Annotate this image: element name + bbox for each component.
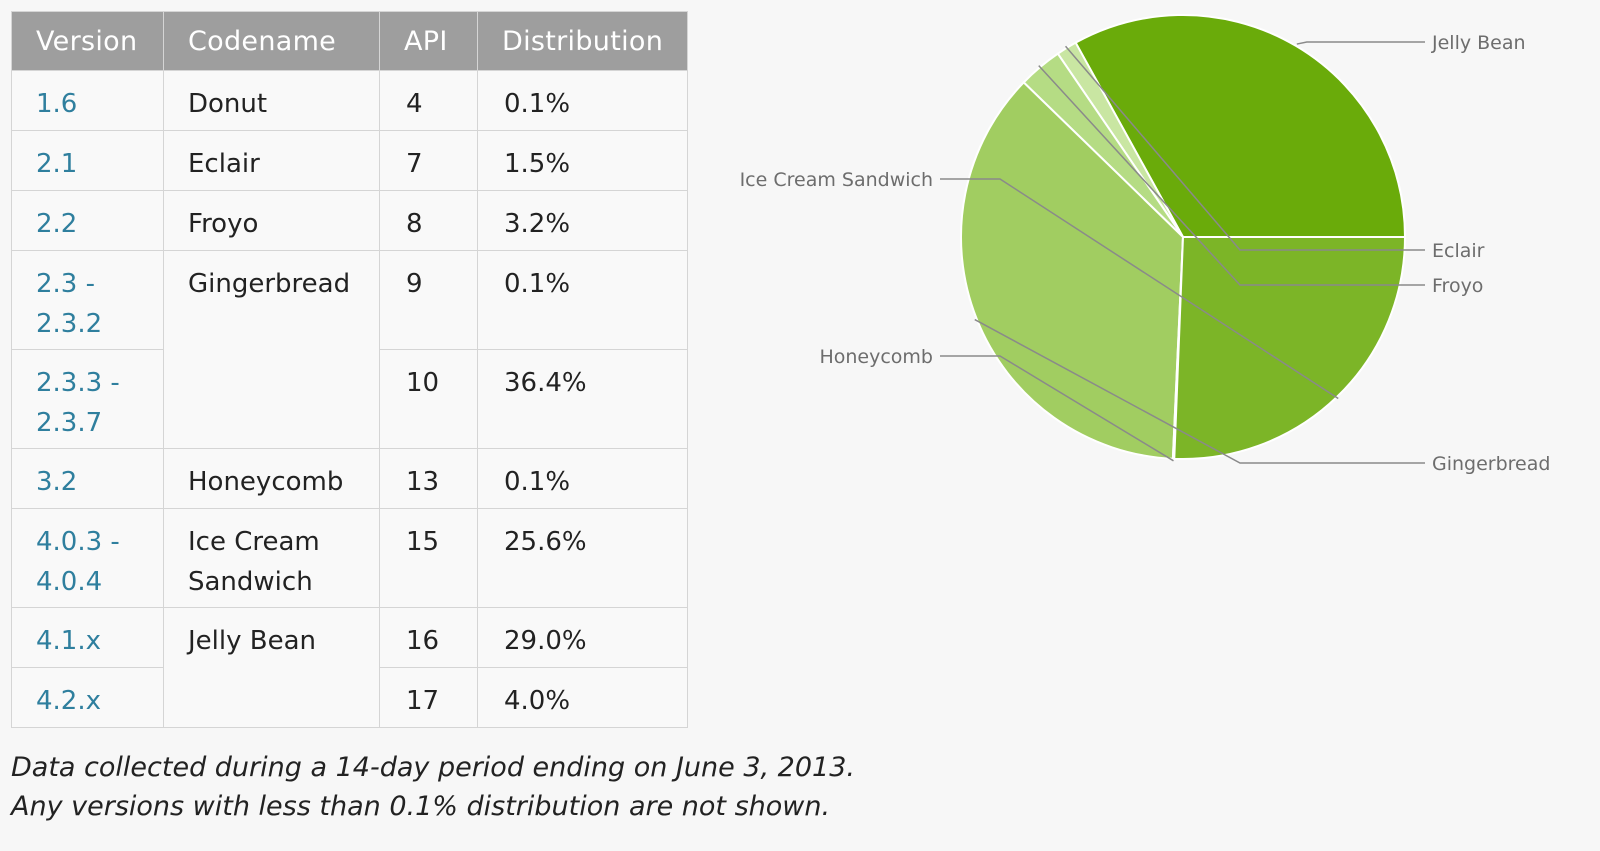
table-row: 1.6 Donut 4 0.1%	[11, 70, 688, 131]
table-row: 2.2 Froyo 8 3.2%	[11, 190, 688, 251]
table-row: 4.1.x Jelly Bean 16 29.0%	[11, 607, 688, 728]
pie-label-honeycomb: Honeycomb	[819, 346, 933, 368]
codename-cell: Honeycomb	[163, 448, 380, 509]
version-cell: 4.2.x	[11, 667, 164, 728]
footnote-line-1: Data collected during a 14-day period en…	[11, 752, 855, 783]
version-cell: 2.1	[11, 130, 164, 191]
table-row: 4.0.3 - 4.0.4 Ice Cream Sandwich 15 25.6…	[11, 508, 688, 608]
table-header-row: Version Codename API Distribution	[11, 11, 688, 71]
leader-line	[1064, 45, 1425, 251]
distribution-cell: 25.6%	[477, 508, 688, 608]
codename-cell: Gingerbread	[163, 250, 380, 449]
distribution-cell: 0.1%	[477, 448, 688, 509]
pie-slices	[960, 14, 1407, 460]
table-row: 4.2.x 17 4.0%	[11, 667, 688, 728]
table-row: 2.3.3 - 2.3.7 10 36.4%	[11, 349, 688, 449]
header-version: Version	[11, 11, 164, 71]
distribution-cell: 1.5%	[477, 130, 688, 191]
api-cell: 13	[379, 448, 478, 509]
pie-slice-ice-cream-sandwich	[1173, 236, 1407, 460]
pie-labels: Jelly Bean Eclair Froyo Gingerbread Honeycom…	[740, 32, 1551, 475]
codename-cell: Donut	[163, 70, 380, 131]
pie-leader-lines	[940, 41, 1425, 464]
version-cell: 2.3 - 2.3.2	[11, 250, 164, 350]
table-row: 2.1 Eclair 7 1.5%	[11, 130, 688, 191]
distribution-table: Version Codename API Distribution 1.6 Do…	[11, 11, 688, 728]
leader-line	[940, 178, 1339, 400]
footnote-line-2: Any versions with less than 0.1% distrib…	[11, 791, 831, 822]
version-cell: 2.3.3 - 2.3.7	[11, 349, 164, 449]
codename-cell: Eclair	[163, 130, 380, 191]
distribution-cell: 36.4%	[477, 349, 688, 449]
pie-slice-jelly-bean	[1074, 14, 1407, 238]
leader-line	[1038, 65, 1425, 286]
api-cell: 17	[379, 667, 478, 728]
distribution-cell: 0.1%	[477, 70, 688, 131]
pie-label-jelly-bean: Jelly Bean	[1431, 32, 1526, 54]
header-codename: Codename	[163, 11, 380, 71]
table-row: 2.3 - 2.3.2 Gingerbread 9 0.1%	[11, 250, 688, 449]
api-cell: 15	[379, 508, 478, 608]
pie-slice-gingerbread	[960, 80, 1185, 460]
pie-label-froyo: Froyo	[1432, 275, 1483, 297]
table-row: 3.2 Honeycomb 13 0.1%	[11, 448, 688, 509]
distribution-cell: 3.2%	[477, 190, 688, 251]
pie-label-ice-cream-sandwich: Ice Cream Sandwich	[740, 169, 933, 191]
leader-line	[940, 355, 1174, 462]
codename-cell: Ice Cream Sandwich	[163, 508, 380, 608]
distribution-cell: 4.0%	[477, 667, 688, 728]
codename-cell: Jelly Bean	[163, 607, 380, 728]
header-api: API	[379, 11, 478, 71]
footnote: Data collected during a 14-day period en…	[11, 748, 855, 826]
pie-label-eclair: Eclair	[1432, 240, 1485, 262]
version-cell: 2.2	[11, 190, 164, 251]
leader-line	[974, 318, 1425, 464]
distribution-cell: 29.0%	[477, 607, 688, 668]
pie-label-gingerbread: Gingerbread	[1432, 453, 1550, 475]
leader-line	[1296, 41, 1425, 45]
